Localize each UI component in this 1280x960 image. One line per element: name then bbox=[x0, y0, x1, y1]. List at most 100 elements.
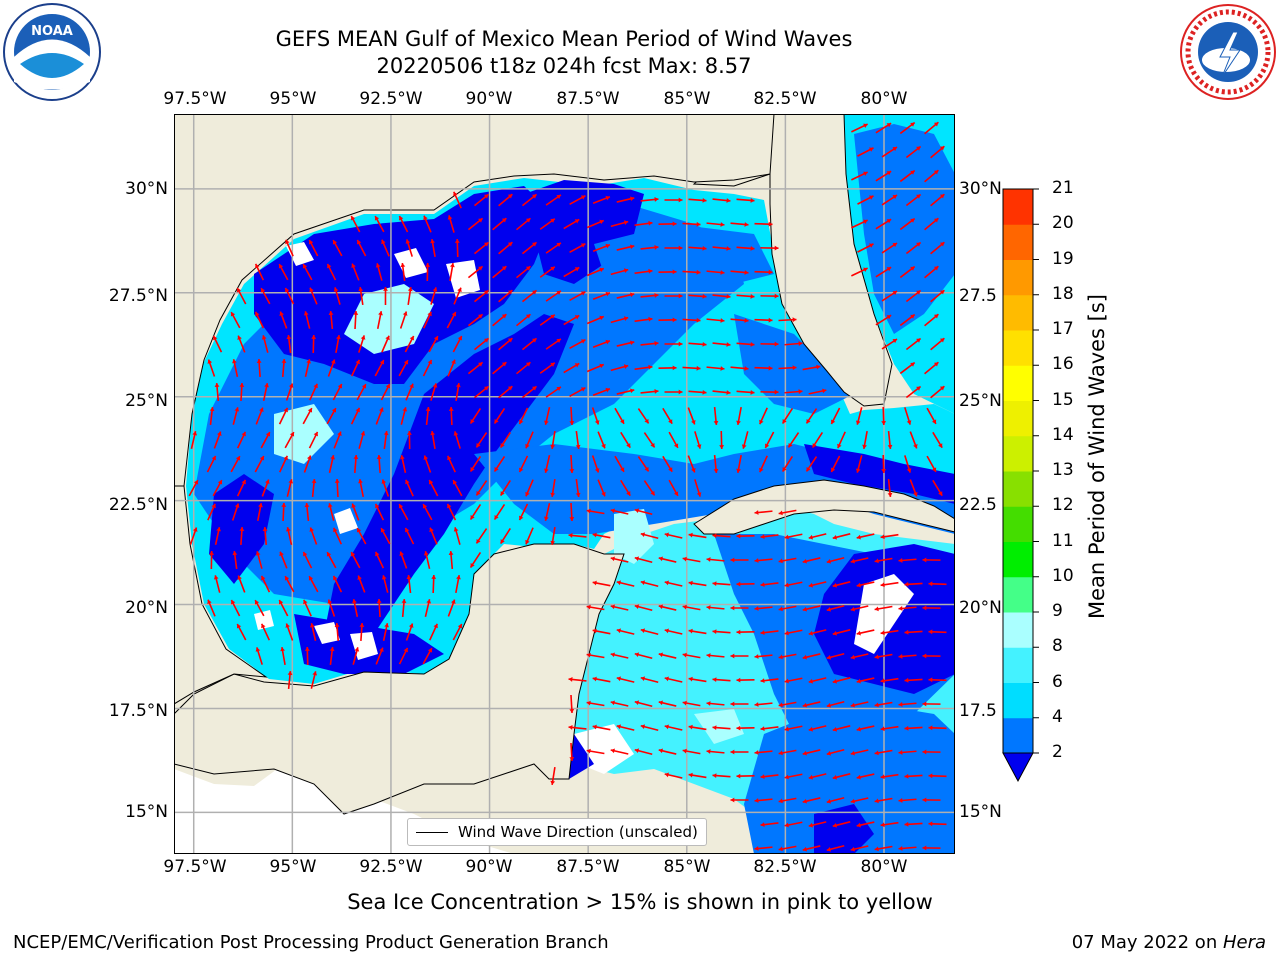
wave-direction-arrow bbox=[353, 454, 359, 474]
wave-direction-arrow bbox=[664, 580, 683, 587]
colorbar-segment bbox=[1003, 365, 1033, 401]
wave-direction-arrow bbox=[616, 196, 635, 203]
wave-direction-arrow bbox=[924, 313, 939, 327]
wave-direction-arrow bbox=[407, 286, 413, 306]
wave-direction-arrow bbox=[856, 821, 875, 828]
colorbar-tick-label: 16 bbox=[1052, 354, 1074, 375]
wave-direction-arrow bbox=[712, 677, 731, 683]
wave-direction-arrow bbox=[424, 599, 432, 617]
wave-direction-arrow bbox=[569, 338, 586, 350]
wave-direction-arrow bbox=[634, 220, 653, 227]
wave-direction-arrow bbox=[664, 245, 683, 251]
wave-direction-arrow bbox=[516, 313, 531, 327]
wave-direction-arrow bbox=[926, 407, 937, 425]
wave-direction-arrow bbox=[302, 407, 313, 425]
wave-direction-arrow bbox=[469, 552, 482, 568]
wave-direction-arrow bbox=[400, 407, 408, 425]
wave-direction-arrow bbox=[189, 527, 198, 545]
wave-direction-arrow bbox=[706, 222, 725, 227]
wave-direction-arrow bbox=[188, 479, 199, 497]
wave-direction-arrow bbox=[278, 263, 289, 281]
wave-direction-arrow bbox=[260, 287, 271, 305]
wave-direction-arrow bbox=[399, 311, 408, 329]
wave-direction-arrow bbox=[688, 772, 707, 779]
lat-label-right-1: 27.5 bbox=[959, 286, 997, 306]
wave-direction-arrow bbox=[802, 749, 821, 756]
wave-direction-arrow bbox=[516, 265, 531, 279]
wave-direction-arrow bbox=[498, 193, 513, 207]
wave-direction-arrow bbox=[381, 575, 389, 593]
wave-direction-arrow bbox=[857, 243, 874, 253]
wave-direction-arrow bbox=[214, 527, 221, 545]
wave-direction-arrow bbox=[610, 748, 629, 755]
wave-direction-arrow bbox=[881, 290, 898, 302]
lon-label-bottom-1: 95°W bbox=[269, 857, 317, 877]
wave-direction-arrow bbox=[688, 293, 707, 299]
wave-direction-arrow bbox=[640, 676, 659, 683]
wave-direction-arrow bbox=[473, 289, 490, 303]
wave-direction-arrow bbox=[498, 241, 513, 255]
wave-direction-arrow bbox=[664, 724, 683, 731]
wave-direction-arrow bbox=[254, 311, 265, 329]
wave-direction-arrow bbox=[898, 750, 917, 755]
wave-direction-arrow bbox=[881, 338, 898, 350]
wave-direction-arrow bbox=[874, 701, 893, 708]
wave-direction-arrow bbox=[826, 652, 845, 660]
wave-direction-arrow bbox=[452, 623, 463, 641]
wave-direction-arrow bbox=[706, 749, 725, 754]
wave-direction-arrow bbox=[447, 215, 455, 233]
colorbar-tick-label: 14 bbox=[1052, 424, 1074, 445]
wave-direction-arrow bbox=[904, 773, 923, 779]
wave-direction-arrow bbox=[279, 551, 288, 569]
wave-direction-arrow bbox=[614, 407, 625, 425]
wave-direction-arrow bbox=[455, 575, 461, 593]
wave-direction-arrow bbox=[880, 629, 899, 636]
wave-direction-arrow bbox=[467, 265, 484, 279]
wave-direction-arrow bbox=[285, 383, 294, 401]
wave-direction-arrow bbox=[808, 821, 827, 828]
wave-direction-arrow bbox=[521, 193, 538, 207]
wave-direction-arrow bbox=[279, 311, 288, 329]
wave-direction-arrow bbox=[924, 121, 939, 135]
wave-direction-arrow bbox=[232, 359, 239, 377]
wave-direction-arrow bbox=[381, 239, 390, 257]
chart-subtitle: 20220506 t18z 024h fcst Max: 8.57 bbox=[376, 54, 752, 78]
sea-ice-note: Sea Ice Concentration > 15% is shown in … bbox=[347, 890, 933, 914]
wave-direction-arrow bbox=[712, 390, 731, 395]
wave-direction-arrow bbox=[213, 575, 221, 593]
wave-direction-arrow bbox=[736, 773, 755, 779]
colorbar-tick-label: 2 bbox=[1052, 742, 1063, 762]
wave-direction-arrow bbox=[874, 557, 893, 564]
wave-direction-arrow bbox=[493, 456, 506, 472]
wave-direction-arrow bbox=[309, 527, 318, 545]
wave-direction-arrow bbox=[899, 313, 916, 327]
wave-direction-arrow bbox=[545, 386, 562, 398]
wave-direction-arrow bbox=[302, 263, 313, 281]
wave-direction-arrow bbox=[706, 557, 725, 562]
footer-date-text: 07 May 2022 on bbox=[1071, 932, 1223, 953]
wave-direction-arrow bbox=[569, 406, 575, 426]
wave-direction-arrow bbox=[213, 431, 222, 449]
lat-label-left-3: 22.5°N bbox=[108, 495, 168, 515]
wave-direction-arrow bbox=[569, 194, 586, 206]
wave-direction-arrow bbox=[335, 334, 341, 354]
wave-direction-arrow bbox=[539, 314, 556, 326]
wave-direction-arrow bbox=[640, 628, 659, 635]
wave-direction-arrow bbox=[428, 479, 439, 497]
wave-direction-arrow bbox=[826, 844, 845, 852]
wave-direction-arrow bbox=[760, 678, 779, 684]
wave-direction-arrow bbox=[563, 266, 580, 278]
wave-direction-arrow bbox=[568, 533, 587, 538]
wave-direction-arrow bbox=[856, 533, 875, 540]
wave-direction-arrow bbox=[904, 677, 923, 683]
wave-direction-arrow bbox=[928, 677, 947, 683]
wave-direction-arrow bbox=[327, 359, 336, 377]
wave-direction-arrow bbox=[905, 337, 922, 351]
wave-direction-arrow bbox=[922, 797, 941, 803]
wave-direction-arrow bbox=[236, 287, 247, 305]
wave-direction-arrow bbox=[712, 198, 731, 203]
lat-label-left-6: 15°N bbox=[125, 802, 168, 822]
wave-direction-arrow bbox=[518, 503, 529, 521]
wave-direction-arrow bbox=[521, 385, 538, 399]
wave-direction-arrow bbox=[712, 773, 731, 779]
